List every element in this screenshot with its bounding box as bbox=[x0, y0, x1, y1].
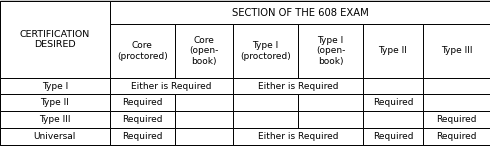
Bar bbox=[363, 78, 423, 94]
Text: CERTIFICATION
DESIRED: CERTIFICATION DESIRED bbox=[20, 30, 90, 49]
Text: Required: Required bbox=[436, 115, 477, 124]
Bar bbox=[175, 128, 233, 145]
Text: Required: Required bbox=[436, 132, 477, 141]
Bar bbox=[0, 94, 110, 111]
Bar bbox=[233, 78, 363, 94]
Bar bbox=[175, 94, 233, 111]
Bar bbox=[363, 94, 423, 111]
Bar bbox=[110, 128, 175, 145]
Bar bbox=[110, 94, 175, 111]
Bar bbox=[233, 94, 298, 111]
Bar bbox=[0, 128, 110, 145]
Text: Type I: Type I bbox=[42, 82, 68, 91]
Text: Required: Required bbox=[373, 98, 413, 107]
Bar bbox=[0, 1, 110, 78]
Text: Required: Required bbox=[122, 132, 163, 141]
Bar bbox=[175, 24, 233, 78]
Text: Required: Required bbox=[122, 98, 163, 107]
Bar bbox=[110, 78, 233, 94]
Bar bbox=[0, 78, 110, 94]
Bar bbox=[110, 111, 175, 128]
Bar bbox=[363, 24, 423, 78]
Text: Universal: Universal bbox=[34, 132, 76, 141]
Bar bbox=[363, 128, 423, 145]
Bar bbox=[423, 24, 490, 78]
Text: SECTION OF THE 608 EXAM: SECTION OF THE 608 EXAM bbox=[231, 8, 368, 18]
Text: Either is Required: Either is Required bbox=[131, 82, 212, 91]
Text: Type III: Type III bbox=[441, 46, 472, 55]
Text: Type I
(proctored): Type I (proctored) bbox=[240, 41, 291, 61]
Text: Type II: Type II bbox=[41, 98, 69, 107]
Bar bbox=[423, 111, 490, 128]
Bar bbox=[175, 111, 233, 128]
Text: Core
(open-
book): Core (open- book) bbox=[189, 36, 219, 66]
Bar bbox=[298, 94, 363, 111]
Bar bbox=[298, 24, 363, 78]
Bar bbox=[110, 24, 175, 78]
Text: Type I
(open-
book): Type I (open- book) bbox=[316, 36, 345, 66]
Text: Type II: Type II bbox=[379, 46, 407, 55]
Text: Either is Required: Either is Required bbox=[258, 132, 338, 141]
Bar bbox=[0, 111, 110, 128]
Bar bbox=[423, 78, 490, 94]
Text: Type III: Type III bbox=[39, 115, 71, 124]
Text: Core
(proctored): Core (proctored) bbox=[117, 41, 168, 61]
Bar bbox=[233, 111, 298, 128]
Text: Required: Required bbox=[122, 115, 163, 124]
Bar bbox=[233, 24, 298, 78]
Bar bbox=[110, 1, 490, 24]
Bar bbox=[298, 111, 363, 128]
Bar bbox=[423, 94, 490, 111]
Bar bbox=[423, 128, 490, 145]
Bar bbox=[233, 128, 363, 145]
Bar bbox=[363, 111, 423, 128]
Text: Required: Required bbox=[373, 132, 413, 141]
Text: Either is Required: Either is Required bbox=[258, 82, 338, 91]
